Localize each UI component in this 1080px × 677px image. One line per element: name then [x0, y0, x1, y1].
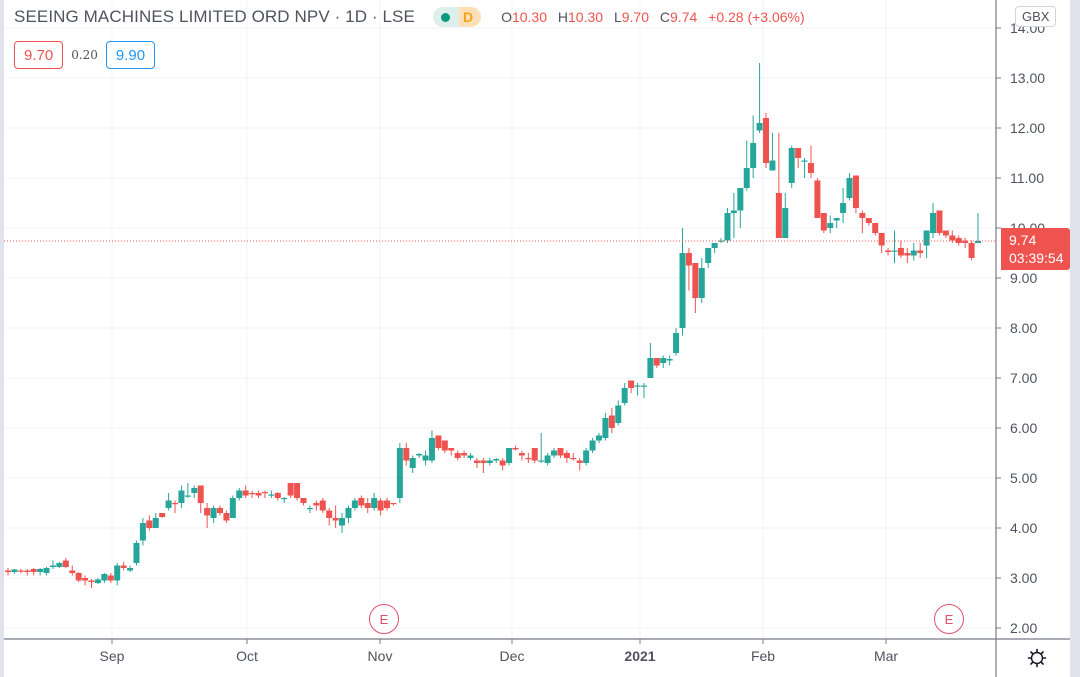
- spread-value: 0.20: [71, 48, 98, 62]
- candles-series[interactable]: [5, 63, 981, 588]
- bar-countdown: 03:39:54: [1009, 250, 1064, 266]
- price-label: 5.00: [1010, 470, 1038, 486]
- price-label: 12.00: [1010, 120, 1046, 136]
- price-label: 11.00: [1010, 170, 1044, 186]
- last-price-tag: 9.74 03:39:54: [1001, 228, 1070, 270]
- time-label: Feb: [750, 648, 776, 664]
- time-label: Nov: [367, 648, 393, 664]
- settings-gear-icon[interactable]: [1026, 647, 1048, 669]
- earnings-event-icon[interactable]: E: [369, 604, 399, 634]
- price-label: 2.00: [1010, 620, 1038, 636]
- change-value: +0.28 (+3.06%): [708, 9, 805, 25]
- sell-button[interactable]: 9.70: [14, 41, 64, 69]
- open-value: 10.30: [511, 9, 547, 25]
- delayed-badge: D: [458, 7, 482, 27]
- time-label: Dec: [499, 648, 525, 664]
- close-value: 9.74: [670, 9, 698, 25]
- ohlc-values: O10.30 H10.30 L9.70 C9.74 +0.28 (+3.06%): [501, 9, 812, 25]
- time-label: Oct: [236, 648, 258, 664]
- price-label: 3.00: [1010, 570, 1038, 586]
- trade-panel: 9.70 0.20 9.90: [14, 41, 156, 69]
- left-edge-border: [0, 0, 4, 677]
- price-label: 4.00: [1010, 520, 1038, 536]
- symbol-title[interactable]: SEEING MACHINES LIMITED ORD NPV · 1D · L…: [14, 7, 415, 26]
- time-label: Sep: [99, 648, 125, 664]
- low-label: L: [613, 9, 622, 25]
- close-label: C: [659, 9, 671, 25]
- price-label: 6.00: [1010, 420, 1038, 436]
- price-axis-ticks: [996, 27, 1001, 629]
- low-value: 9.70: [621, 9, 649, 25]
- time-axis-ticks: [111, 639, 887, 644]
- earnings-event-icon[interactable]: E: [934, 604, 964, 634]
- market-status-pill[interactable]: D: [432, 7, 482, 27]
- chart-legend: SEEING MACHINES LIMITED ORD NPV · 1D · L…: [14, 7, 812, 27]
- currency-button[interactable]: GBX: [1015, 6, 1057, 27]
- chart-grid: [4, 0, 996, 639]
- price-label: 13.00: [1010, 70, 1046, 86]
- open-label: O: [501, 9, 512, 25]
- price-label: 8.00: [1010, 320, 1038, 336]
- price-label: 9.00: [1010, 270, 1038, 286]
- time-label: 2021: [624, 648, 656, 664]
- last-price-value: 9.74: [1009, 232, 1037, 248]
- market-open-dot-icon: [441, 12, 451, 22]
- time-label: Mar: [873, 648, 899, 664]
- high-value: 10.30: [568, 9, 604, 25]
- high-label: H: [557, 9, 569, 25]
- right-edge-border: [1070, 0, 1080, 677]
- buy-button[interactable]: 9.90: [105, 41, 156, 69]
- price-label: 7.00: [1010, 370, 1038, 386]
